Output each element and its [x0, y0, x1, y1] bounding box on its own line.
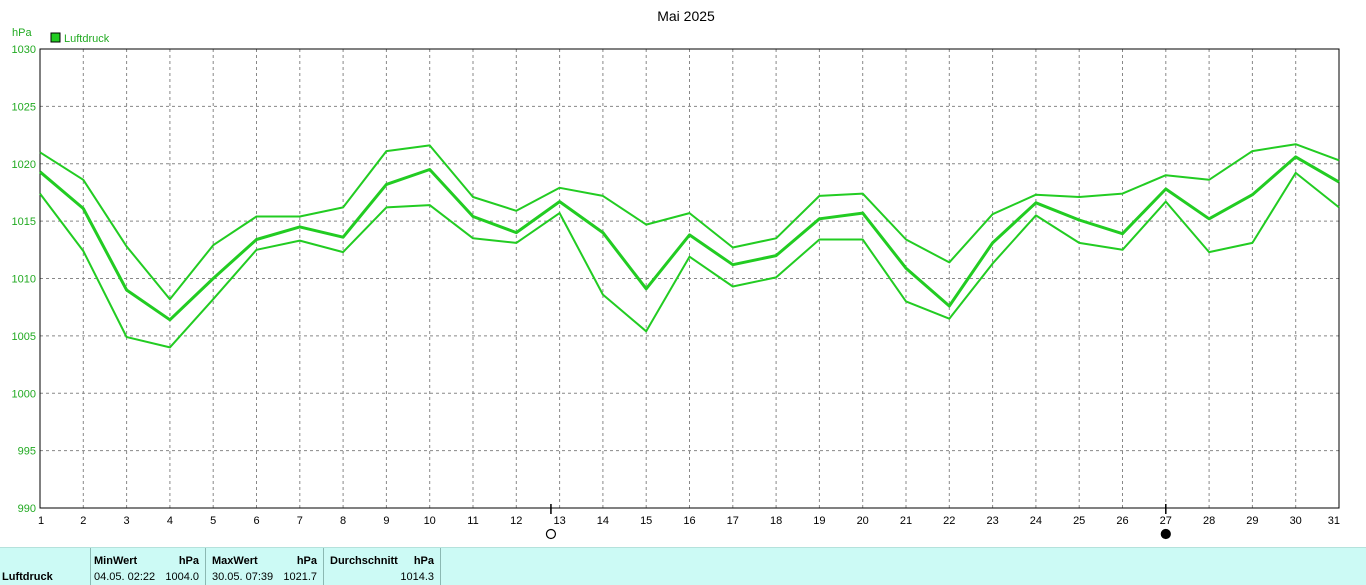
x-tick-label: 10	[424, 515, 436, 527]
legend-swatch	[50, 32, 61, 43]
y-tick-label: 1030	[12, 44, 36, 56]
y-tick-label: 1020	[12, 159, 36, 171]
y-tick-label: 990	[18, 503, 36, 515]
y-tick-label: 1025	[12, 101, 36, 113]
legend-label: Luftdruck	[64, 33, 110, 45]
series-line-mean	[39, 155, 1340, 322]
grid	[40, 49, 1339, 508]
x-tick-label: 1	[38, 515, 44, 527]
legend: Luftdruck	[50, 32, 110, 45]
x-tick-label: 18	[770, 515, 782, 527]
x-tick-label: 29	[1246, 515, 1258, 527]
x-tick-label: 23	[986, 515, 998, 527]
series-line-max	[39, 143, 1340, 301]
series-line-min	[39, 171, 1340, 349]
avg-unit: hPa	[413, 555, 434, 567]
summary-max-cell: MaxWert hPa 30.05. 07:39 1021.7	[206, 548, 324, 585]
min-time: 04.05. 02:22	[94, 571, 156, 583]
summary-name: Luftdruck	[2, 571, 53, 583]
max-time: 30.05. 07:39	[212, 571, 274, 583]
x-tick-label: 19	[813, 515, 825, 527]
y-tick-label: 1010	[12, 274, 36, 286]
x-tick-label: 3	[124, 515, 130, 527]
x-tick-label: 4	[167, 515, 173, 527]
x-tick-label: 5	[210, 515, 216, 527]
x-tick-label: 26	[1116, 515, 1128, 527]
x-tick-label: 14	[597, 515, 609, 527]
x-tick-label: 2	[80, 515, 86, 527]
x-tick-label: 30	[1290, 515, 1302, 527]
y-tick-label: 1005	[12, 331, 36, 343]
summary-min-cell: MinWert hPa 04.05. 02:22 1004.0	[91, 548, 206, 585]
avg-value: 1014.3	[400, 571, 434, 583]
y-axis-unit: hPa	[12, 27, 32, 39]
x-tick-label: 20	[857, 515, 869, 527]
max-label: MaxWert	[212, 555, 258, 567]
x-tick-label: 28	[1203, 515, 1215, 527]
x-tick-label: 7	[297, 515, 303, 527]
summary-name-cell: Luftdruck	[0, 548, 91, 585]
x-tick-label: 6	[253, 515, 259, 527]
series-group	[39, 143, 1340, 349]
chart-title: Mai 2025	[657, 8, 715, 24]
x-tick-label: 22	[943, 515, 955, 527]
x-tick-label: 12	[510, 515, 522, 527]
y-tick-label: 1000	[12, 388, 36, 400]
x-tick-label: 16	[683, 515, 695, 527]
max-value: 1021.7	[283, 571, 317, 583]
x-tick-label: 9	[383, 515, 389, 527]
x-tick-label: 25	[1073, 515, 1085, 527]
summary-avg-cell: Durchschnitt hPa 1014.3	[324, 548, 441, 585]
max-unit: hPa	[296, 555, 317, 567]
x-tick-label: 31	[1328, 515, 1340, 527]
y-tick-label: 1015	[12, 216, 36, 228]
x-tick-label: 13	[553, 515, 565, 527]
x-axis: 1 2 3 4 5 6 7 8 9 10 11 12 13 14 15 16 17 18 19 20 21 22 23 24 2…	[38, 515, 1340, 527]
pressure-chart: Mai 2025 hPa Luftdruck 99099510001005101…	[12, 8, 1340, 540]
x-tick-label: 15	[640, 515, 652, 527]
avg-label: Durchschnitt	[330, 555, 398, 567]
x-tick-label: 11	[467, 515, 478, 527]
min-label: MinWert	[94, 555, 138, 567]
x-tick-label: 21	[900, 515, 912, 527]
moon-markers	[545, 504, 1171, 540]
min-unit: hPa	[178, 555, 199, 567]
summary-bar: Luftdruck MinWert hPa 04.05. 02:22 1004.…	[0, 547, 1366, 585]
full-moon-icon	[545, 528, 557, 540]
min-value: 1004.0	[165, 571, 199, 583]
y-axis: 990 995 1000 1005 1010 1015 1020 1025 1030	[12, 44, 36, 515]
x-tick-label: 8	[340, 515, 346, 527]
y-tick-label: 995	[18, 446, 36, 458]
new-moon-icon	[1160, 528, 1171, 540]
x-tick-label: 17	[727, 515, 739, 527]
plot-frame	[39, 48, 1340, 509]
x-tick-label: 24	[1030, 515, 1042, 527]
x-tick-label: 27	[1160, 515, 1172, 527]
